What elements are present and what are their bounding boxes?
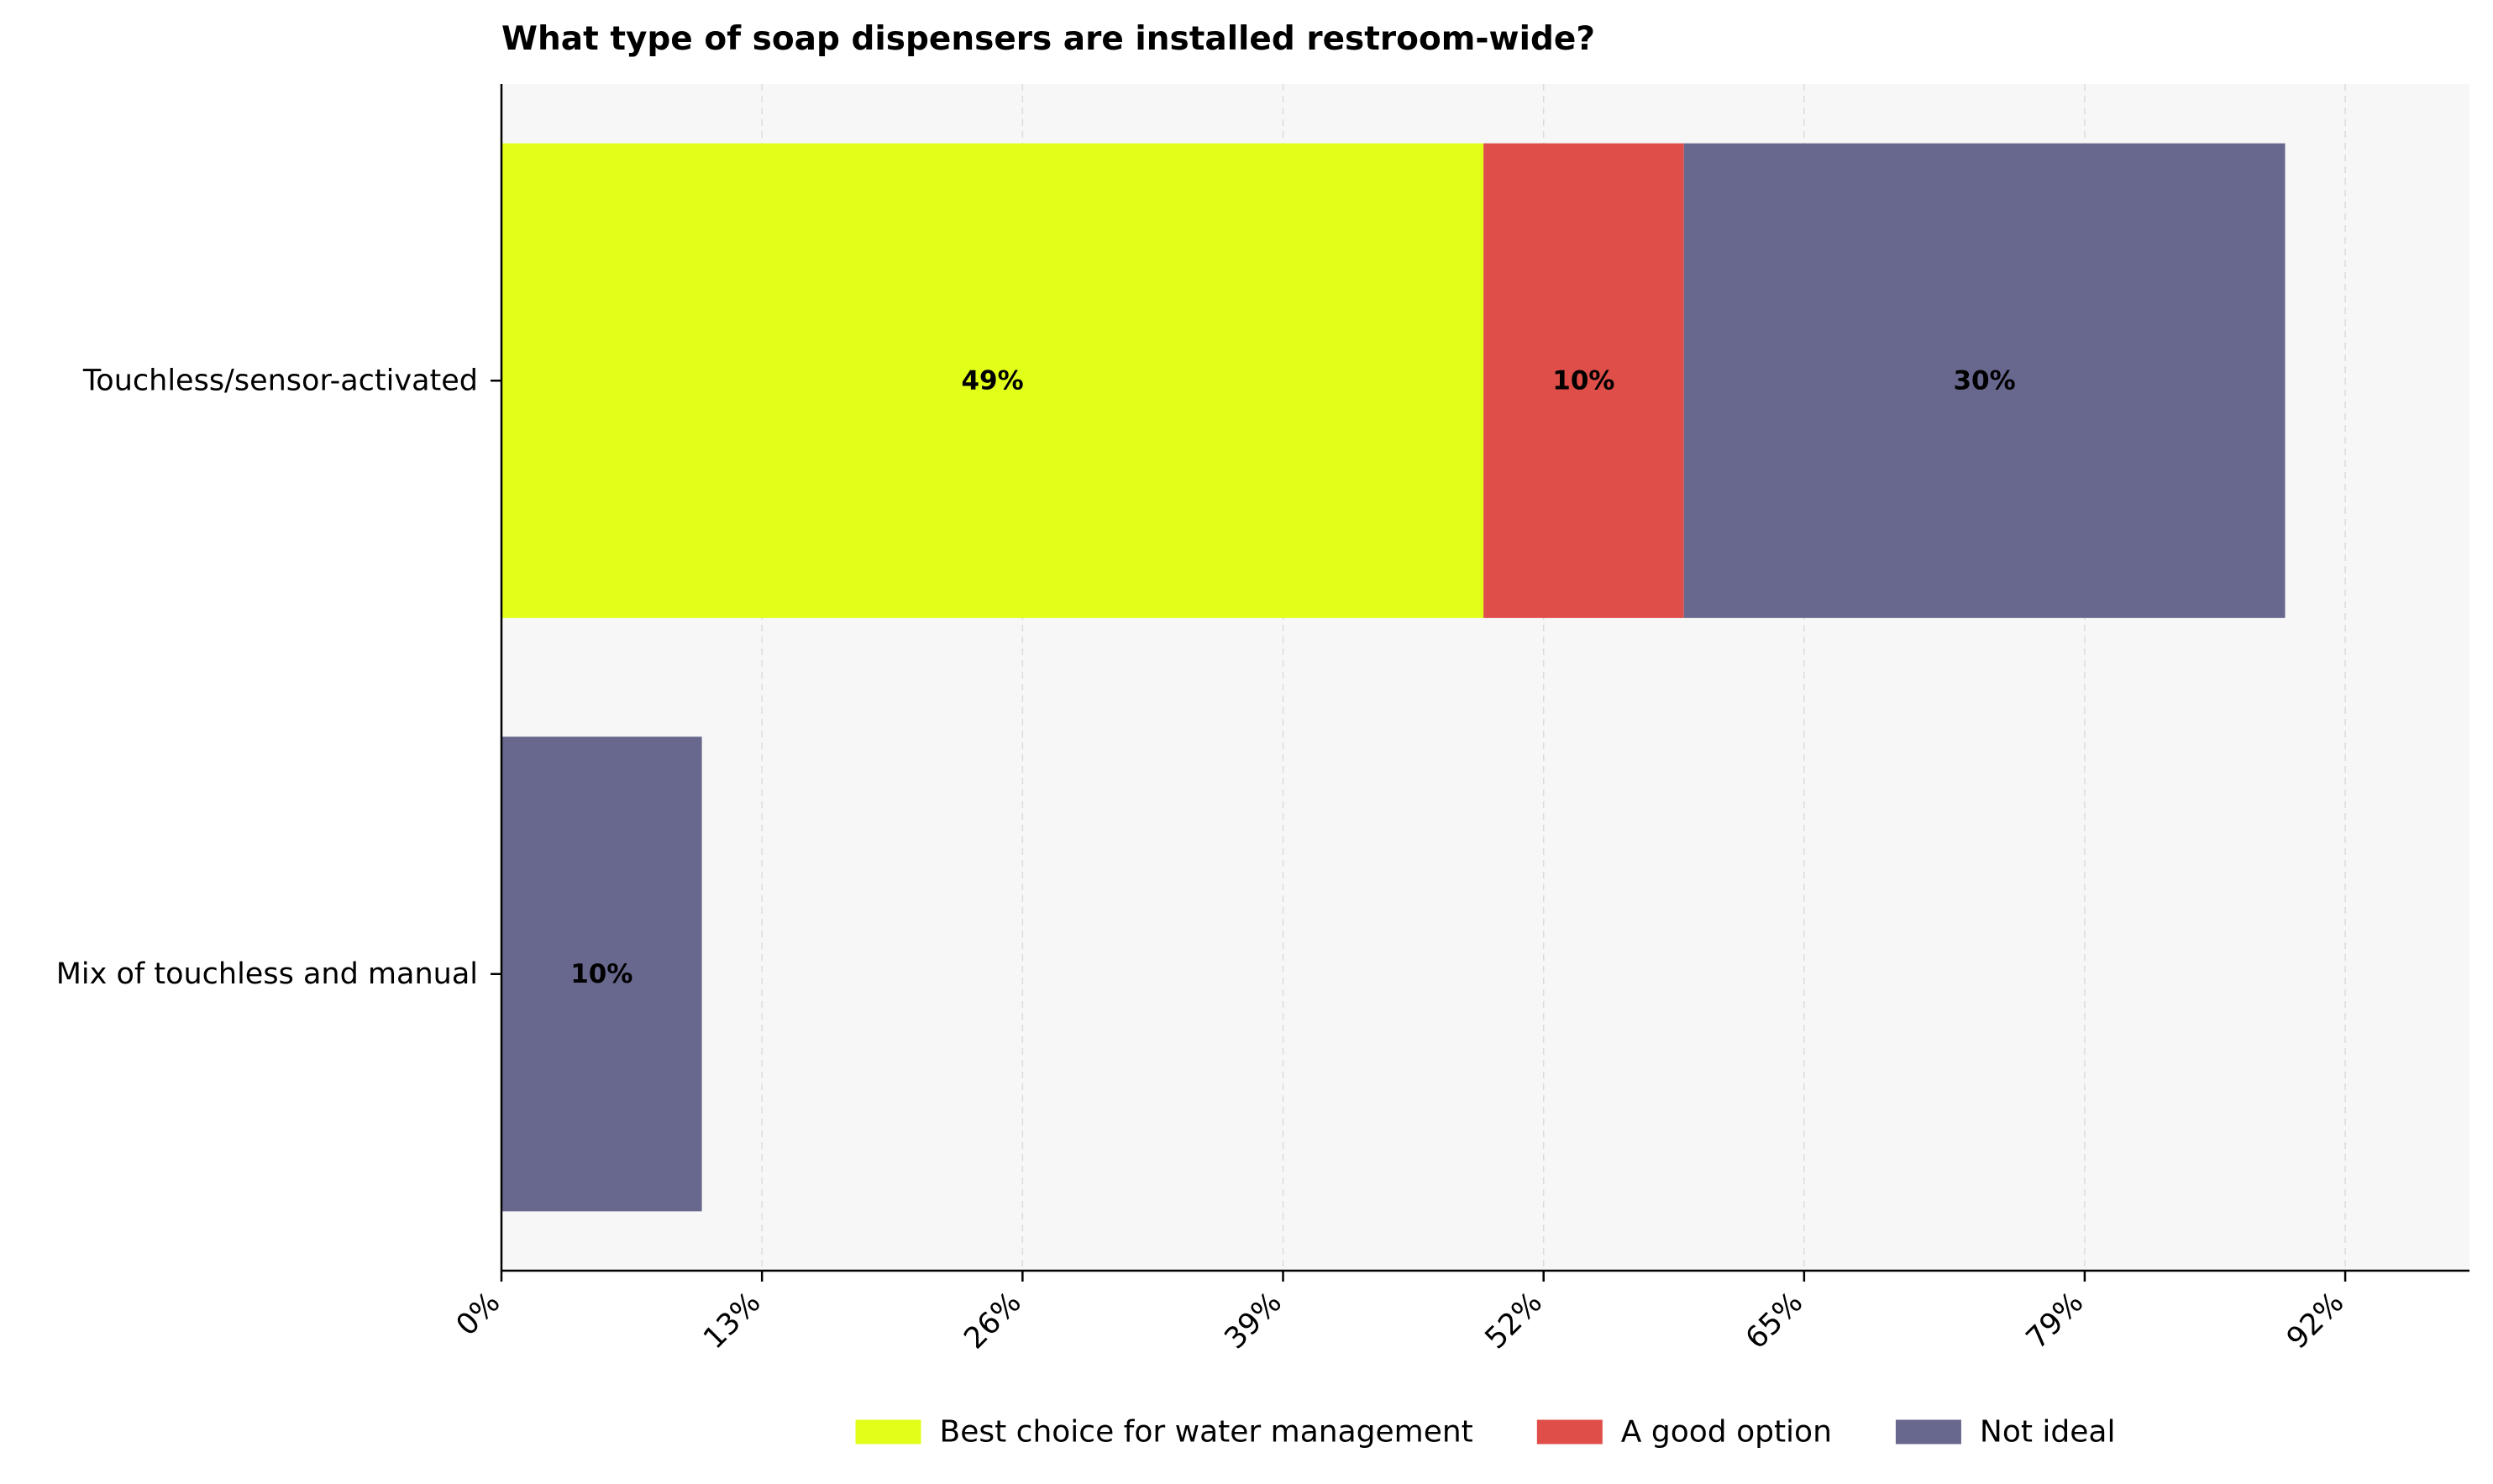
legend-swatch — [1536, 1419, 1603, 1445]
chart-title: What type of soap dispensers are install… — [501, 20, 1595, 58]
bar-data-label: 10% — [570, 959, 632, 989]
x-axis-ticks: 0% 13% 26% 39% 52% 65% 79% 92% — [450, 1271, 2350, 1356]
legend-swatch — [1895, 1419, 1961, 1445]
bar-data-label: 30% — [1953, 365, 2015, 396]
legend: Best choice for water management A good o… — [855, 1415, 2116, 1450]
y-axis-ticks: Touchless/sensor-activated Mix of touchle… — [56, 364, 501, 991]
x-tick-label: 92% — [2280, 1286, 2350, 1356]
x-tick-label: 79% — [2020, 1286, 2090, 1356]
legend-item: Best choice for water management — [855, 1415, 1473, 1450]
x-tick-label: 65% — [1740, 1286, 1809, 1356]
x-tick-label: 39% — [1219, 1286, 1288, 1356]
legend-label: Not ideal — [1980, 1415, 2116, 1450]
bar-data-label: 49% — [961, 365, 1023, 396]
bar-segment — [1683, 143, 2286, 618]
x-tick-label: 52% — [1479, 1286, 1549, 1356]
legend-item: A good option — [1536, 1415, 1832, 1450]
bar-labels: 49% 10% 30% 10% — [570, 365, 2016, 989]
legend-label: A good option — [1621, 1415, 1832, 1450]
legend-item: Not ideal — [1895, 1415, 2116, 1450]
bar-segment — [1483, 143, 1684, 618]
bars — [501, 143, 2286, 1212]
legend-swatch — [855, 1419, 921, 1445]
bar-segment — [501, 143, 1484, 618]
category-label: Touchless/sensor-activated — [82, 364, 478, 397]
bar-data-label: 10% — [1552, 365, 1614, 396]
x-tick-label: 0% — [450, 1286, 507, 1343]
gridlines — [761, 84, 2346, 1271]
bar-segment — [501, 737, 702, 1212]
legend-label: Best choice for water management — [940, 1415, 1473, 1450]
x-tick-label: 13% — [697, 1286, 767, 1356]
category-label: Mix of touchless and manual — [56, 957, 478, 991]
x-tick-label: 26% — [958, 1286, 1027, 1356]
